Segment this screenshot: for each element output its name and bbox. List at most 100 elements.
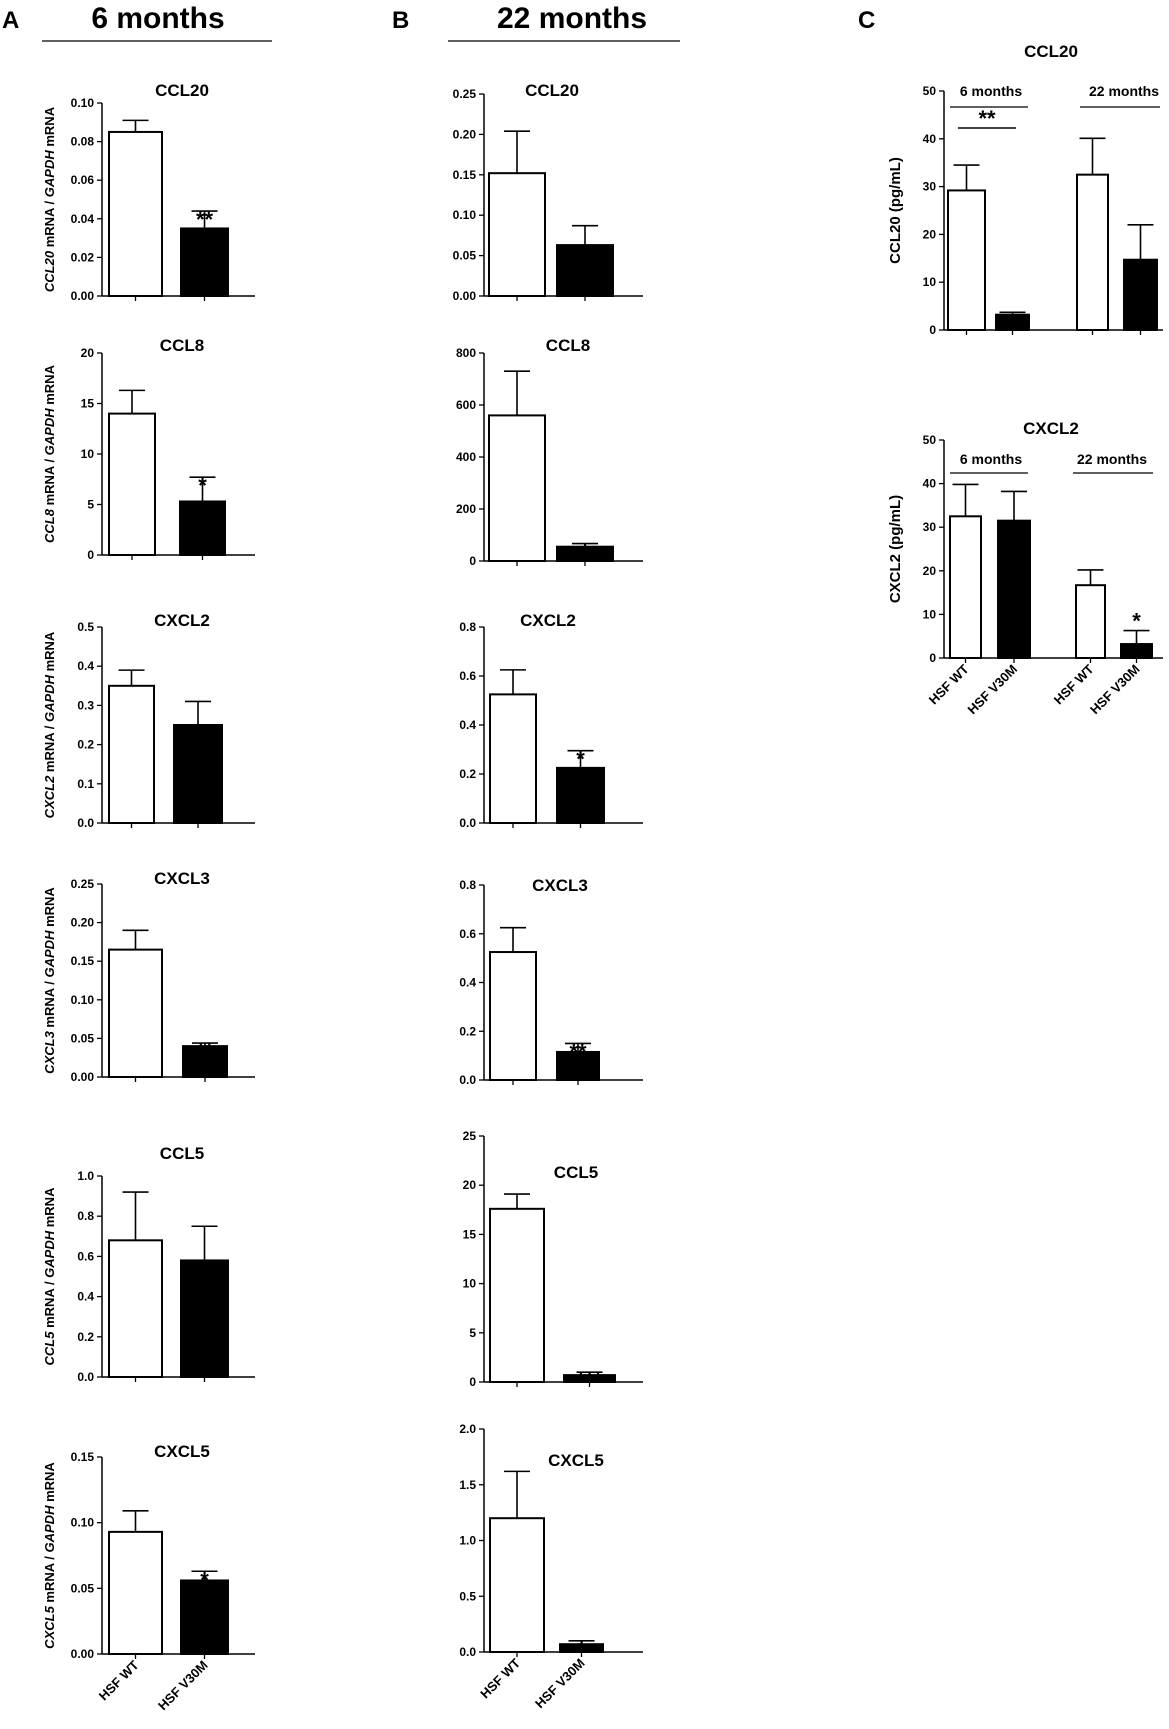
y-tick-label: 0 [929, 323, 936, 337]
y-tick-label: 0.05 [453, 249, 477, 263]
bar-hsf-v30m [180, 1579, 229, 1656]
y-tick-label: 0.4 [459, 976, 476, 990]
chart-a-ccl8: CCL8 0 5 10 15 20 CCL8 mRNA / GAPDH mRNA * [42, 336, 255, 562]
x-category-label: HSF V30M [532, 1656, 588, 1712]
y-tick-label: 0.10 [71, 1516, 95, 1530]
x-category-label: HSF V30M [965, 662, 1021, 718]
bar-hsf-v30m [180, 1259, 229, 1379]
x-category-label: HSF WT [1051, 661, 1097, 707]
chart-c-cxcl2: CXCL2 0 10 20 30 40 50 CXCL2 (pg/mL) 6 months 22 … [887, 419, 1163, 717]
y-tick-label: 0.2 [77, 738, 94, 752]
y-tick-label: 20 [463, 1178, 477, 1192]
y-tick-label: 800 [456, 346, 476, 360]
bar-hsf-wt [1076, 173, 1109, 331]
significance-label: ** [978, 106, 996, 131]
significance-label: ** [196, 207, 214, 232]
y-tick-label: 0.4 [459, 718, 476, 732]
y-tick-label: 0.0 [77, 816, 94, 830]
bar-hsf-wt [488, 414, 546, 562]
y-tick-label: 10 [81, 447, 95, 461]
y-tick-label: 0.00 [71, 289, 95, 303]
y-tick-label: 50 [923, 433, 937, 447]
bar-hsf-v30m [997, 519, 1031, 659]
group-label: 22 months [1077, 451, 1147, 467]
chart-title: CCL5 [160, 1144, 204, 1163]
y-tick-label: 0 [929, 651, 936, 665]
y-tick-label: 0.04 [71, 212, 95, 226]
group-label: 6 months [960, 451, 1022, 467]
chart-title: CXCL3 [154, 869, 210, 888]
y-axis-label: CCL5 mRNA / GAPDH mRNA [42, 1187, 57, 1366]
y-tick-label: 0.8 [459, 878, 476, 892]
bar-hsf-wt [489, 951, 537, 1081]
chart-b-cxcl2: CXCL2 0.0 0.2 0.4 0.6 0.8 * [459, 611, 643, 830]
chart-a-cxcl3: CXCL3 0.00 0.05 0.10 0.15 0.20 0.25 CXCL3 mRNA … [42, 869, 255, 1084]
y-axis-label: CCL20 (pg/mL) [887, 157, 904, 264]
bar-hsf-v30m [1123, 258, 1158, 332]
bar-hsf-wt [108, 1530, 163, 1655]
chart-b-cxcl3: CXCL3 0.0 0.2 0.4 0.6 0.8 ** [459, 876, 643, 1087]
significance-label: *** [577, 1368, 603, 1393]
bar-hsf-wt [949, 515, 982, 659]
bar-hsf-v30m [180, 227, 229, 297]
y-tick-label: 0.0 [77, 1370, 94, 1384]
y-tick-label: 0.00 [71, 1647, 95, 1661]
y-tick-label: 0.3 [77, 698, 94, 712]
y-tick-label: 0.20 [71, 916, 95, 930]
chart-title: CXCL3 [532, 876, 588, 895]
significance-label: ** [569, 1039, 587, 1064]
y-tick-label: 0.25 [453, 87, 477, 101]
bar-hsf-v30m [173, 724, 223, 824]
y-tick-label: 2.0 [459, 1422, 476, 1436]
chart-title: CCL20 [525, 81, 579, 100]
y-tick-label: 0.05 [71, 1581, 95, 1595]
significance-label: * [1132, 609, 1141, 634]
y-tick-label: 600 [456, 398, 476, 412]
y-tick-label: 20 [81, 346, 95, 360]
bar-hsf-wt [1075, 584, 1106, 659]
chart-b-ccl20: CCL20 0.00 0.05 0.10 0.15 0.20 0.25 [453, 81, 643, 303]
bar-hsf-wt [108, 684, 155, 824]
x-category-label: HSF V30M [1087, 662, 1143, 718]
y-tick-label: 0.15 [71, 954, 95, 968]
y-tick-label: 0.15 [453, 168, 477, 182]
chart-title: CCL8 [160, 336, 204, 355]
y-tick-label: 5 [87, 498, 94, 512]
y-tick-label: 0.08 [71, 135, 95, 149]
significance-label: * [581, 540, 590, 565]
bar-hsf-v30m [1120, 643, 1153, 659]
y-tick-label: 40 [923, 132, 937, 146]
bar-hsf-wt [108, 130, 163, 297]
y-tick-label: 0.6 [459, 669, 476, 683]
y-tick-label: 0.20 [453, 127, 477, 141]
y-tick-label: 0.1 [77, 777, 94, 791]
y-axis-label: CXCL2 (pg/mL) [887, 495, 904, 603]
y-tick-label: 0.6 [77, 1249, 94, 1263]
y-tick-label: 0.00 [71, 1070, 95, 1084]
chart-title: CXCL5 [154, 1442, 210, 1461]
y-tick-label: 25 [463, 1129, 477, 1143]
bar-hsf-wt [489, 693, 537, 824]
chart-c-ccl20: CCL20 0 10 20 30 40 50 CCL20 (pg/mL) 6 months 22 … [887, 42, 1163, 337]
y-tick-label: 40 [923, 477, 937, 491]
y-tick-label: 0.6 [459, 927, 476, 941]
significance-label: * [576, 747, 585, 772]
x-category-label: HSF WT [96, 1657, 142, 1703]
bar-hsf-wt [947, 189, 986, 331]
bar-hsf-wt [489, 1517, 545, 1653]
y-axis-label: CCL8 mRNA / GAPDH mRNA [42, 364, 57, 543]
chart-b-ccl8: CCL8 0 200 400 600 800 * [456, 336, 643, 568]
significance-label: * [198, 473, 207, 498]
bar-hsf-v30m [556, 766, 605, 824]
bar-hsf-wt [108, 1239, 163, 1378]
y-tick-label: 0.2 [459, 1024, 476, 1038]
y-tick-label: 1.5 [459, 1478, 476, 1492]
y-tick-label: 0.02 [71, 250, 95, 264]
chart-b-cxcl5: CXCL5 0.0 0.5 1.0 1.5 2.0 * HSF WT HSF V30M [459, 1422, 643, 1711]
y-tick-label: 0.0 [459, 816, 476, 830]
chart-title: CCL8 [546, 336, 590, 355]
y-axis-label: CXCL5 mRNA / GAPDH mRNA [42, 1462, 57, 1649]
chart-title: CXCL5 [548, 1451, 604, 1470]
y-tick-label: 0.10 [453, 208, 477, 222]
